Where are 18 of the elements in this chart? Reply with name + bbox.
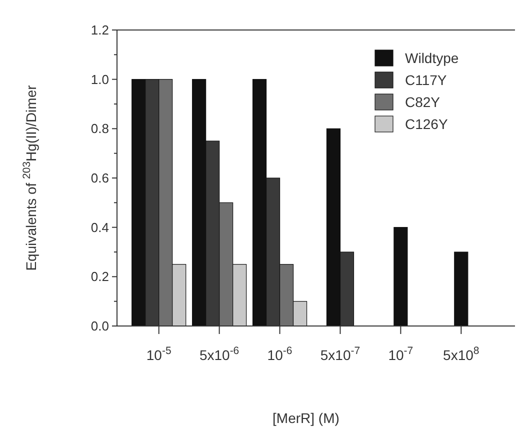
y-tick-label: 0.8	[90, 121, 109, 136]
legend-label: C82Y	[405, 94, 441, 110]
y-tick-label: 0.6	[90, 170, 109, 186]
y-tick-label: 0.0	[90, 318, 109, 334]
y-tick-label: 1.0	[90, 72, 109, 87]
legend-label: C126Y	[405, 116, 448, 132]
x-tick-label: 10$^{-6}$	[267, 345, 292, 363]
x-tick-label: 5x10$^{-6}$	[199, 345, 240, 363]
x-tick-label: 10$^{-7}$	[388, 345, 414, 363]
x-tick-label: 10$^{-5}$	[146, 345, 172, 363]
legend-label: C117Y	[405, 72, 448, 88]
x-axis-title: [MerR] (M)	[272, 410, 340, 426]
y-tick-label: 1.2	[90, 22, 109, 38]
y-tick-label: 0.2	[90, 269, 109, 284]
x-tick-label: 5x10$^{-7}$	[320, 345, 360, 363]
x-tick-label: 5x10$^{8}$	[443, 345, 480, 363]
y-tick-label: 0.4	[90, 220, 109, 235]
legend-label: Wildtype	[405, 50, 459, 66]
